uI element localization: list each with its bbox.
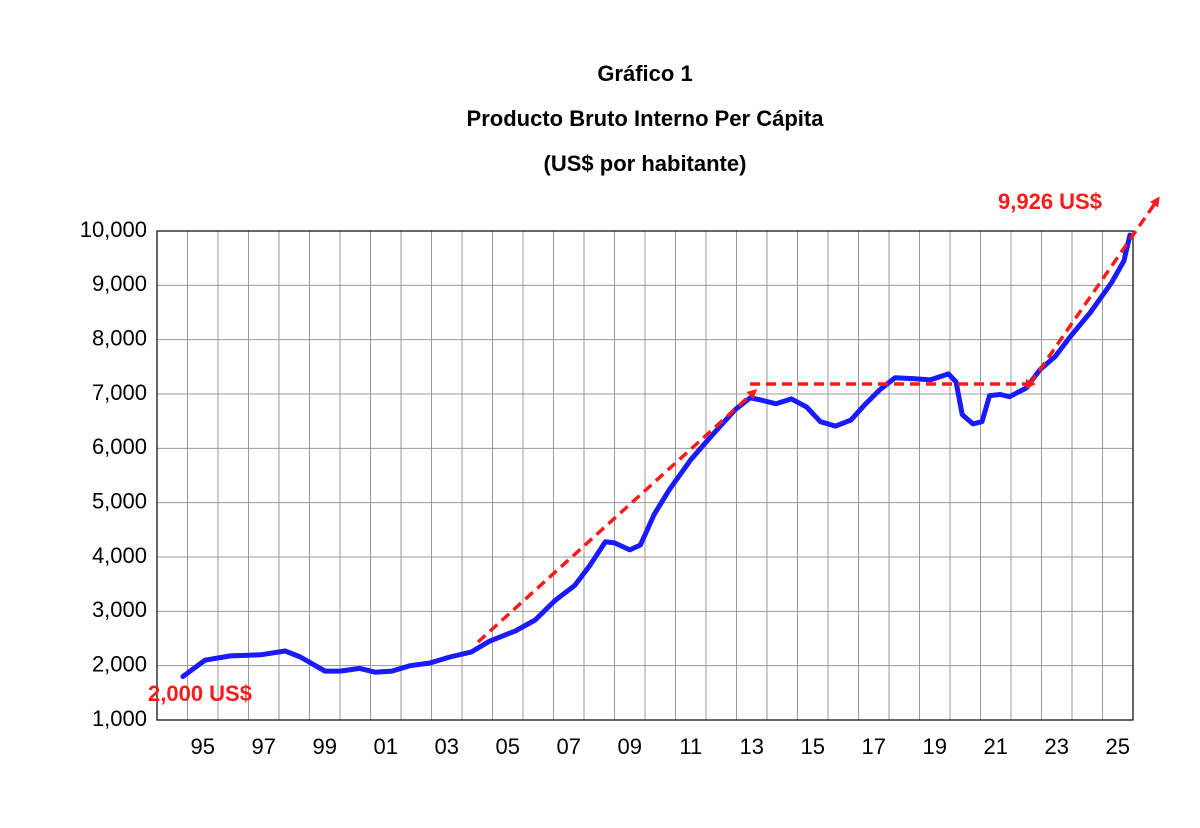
annotation: 2,000 US$	[148, 681, 252, 706]
y-tick-label: 5,000	[92, 488, 147, 513]
y-tick-label: 8,000	[92, 325, 147, 350]
x-tick-label: 05	[496, 734, 520, 759]
trend-arrow	[476, 388, 758, 644]
x-tick-label: 11	[679, 734, 702, 759]
x-tick-label: 23	[1045, 734, 1069, 759]
marks	[180, 232, 1133, 679]
trend-arrows	[476, 196, 1160, 644]
grid	[157, 230, 1133, 721]
y-tick-label: 9,000	[92, 271, 147, 296]
y-tick-label: 1,000	[92, 706, 147, 731]
x-tick-label: 07	[557, 734, 581, 759]
y-tick-label: 6,000	[92, 434, 147, 459]
chart-subtitle: Producto Bruto Interno Per Cápita	[467, 106, 825, 131]
x-tick-label: 99	[313, 734, 337, 759]
unit-label: (US$ por habitante)	[544, 151, 747, 176]
plot-frame	[156, 230, 1134, 721]
x-tick-label: 19	[923, 734, 947, 759]
trend-arrow	[1028, 196, 1160, 385]
x-tick-label: 95	[191, 734, 215, 759]
y-tick-label: 10,000	[80, 217, 147, 242]
x-tick-label: 21	[984, 734, 1008, 759]
x-tick-label: 09	[618, 734, 642, 759]
x-tick-label: 17	[862, 734, 886, 759]
x-tick-label: 01	[374, 734, 398, 759]
annotation: 9,926 US$	[998, 189, 1102, 214]
y-tick-label: 2,000	[92, 651, 147, 676]
x-tick-label: 97	[252, 734, 276, 759]
chart-title: Gráfico 1	[597, 61, 692, 86]
y-tick-label: 3,000	[92, 597, 147, 622]
y-tick-label: 7,000	[92, 380, 147, 405]
x-tick-label: 03	[435, 734, 459, 759]
y-tick-label: 4,000	[92, 543, 147, 568]
x-tick-label: 15	[801, 734, 825, 759]
x-tick-label: 13	[740, 734, 764, 759]
data-line	[180, 232, 1133, 679]
x-tick-label: 25	[1106, 734, 1130, 759]
